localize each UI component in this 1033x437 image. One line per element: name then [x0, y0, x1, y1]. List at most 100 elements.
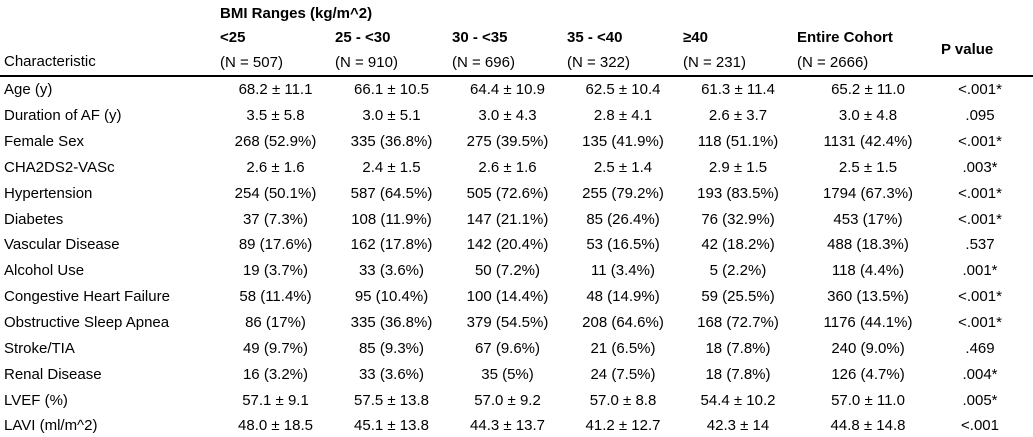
value-cell: 45.1 ± 13.8 — [354, 417, 429, 435]
characteristic-cell: Congestive Heart Failure — [4, 288, 170, 306]
value-cell: 50 (7.2%) — [474, 262, 541, 280]
column-header-label: 25 - <30 — [335, 29, 391, 46]
table-row: Renal Disease 16 (3.2%) 33 (3.6%) 35 (5%) 24… — [0, 361, 1033, 387]
value-cell: 5 (2.2%) — [709, 262, 767, 280]
characteristic-cell: Duration of AF (y) — [4, 107, 122, 125]
value-cell: 3.0 ± 4.8 — [838, 107, 898, 125]
value-cell: 11 (3.4%) — [591, 262, 655, 280]
value-cell: 100 (14.4%) — [466, 288, 549, 306]
table-row: Age (y) 68.2 ± 11.1 66.1 ± 10.5 64.4 ± 10.9… — [0, 76, 1033, 103]
characteristic-cell: Hypertension — [4, 184, 93, 202]
empty-header-cell — [0, 26, 218, 49]
value-cell: 42 (18.2%) — [701, 236, 775, 254]
column-header-sample-size: (N = 910) — [333, 49, 450, 77]
value-cell: 85 (9.3%) — [358, 339, 425, 357]
value-cell: 49 (9.7%) — [242, 339, 309, 357]
characteristic-cell: Age (y) — [4, 81, 53, 99]
characteristic-cell: Vascular Disease — [4, 236, 120, 254]
empty-header-cell — [0, 0, 218, 26]
value-cell: 18 (7.8%) — [705, 365, 771, 383]
value-cell: 18 (7.8%) — [705, 339, 771, 357]
value-cell: 57.0 ± 11.0 — [831, 391, 905, 409]
value-cell: 68.2 ± 11.1 — [238, 81, 313, 99]
value-cell: 193 (83.5%) — [697, 184, 779, 202]
value-cell: 2.6 ± 1.6 — [246, 158, 305, 176]
value-cell: 335 (36.8%) — [350, 133, 433, 151]
value-cell: 168 (72.7%) — [697, 314, 779, 332]
table-body: Age (y) 68.2 ± 11.1 66.1 ± 10.5 64.4 ± 10.9… — [0, 76, 1033, 437]
value-cell: 2.9 ± 1.5 — [708, 158, 768, 176]
value-cell: 48 (14.9%) — [586, 288, 660, 306]
value-cell: 57.0 ± 9.2 — [474, 391, 541, 409]
value-cell: 108 (11.9%) — [351, 210, 432, 228]
value-cell: 360 (13.5%) — [827, 288, 909, 306]
value-cell: 66.1 ± 10.5 — [354, 81, 429, 99]
value-cell: 1794 (67.3%) — [822, 184, 914, 202]
value-cell: 118 (4.4%) — [831, 262, 905, 280]
value-cell: 57.0 ± 8.8 — [589, 391, 657, 409]
value-cell: 254 (50.1%) — [234, 184, 317, 202]
column-header-sample-size: (N = 231) — [681, 49, 795, 77]
characteristic-cell: LVEF (%) — [4, 391, 68, 409]
value-cell: 76 (32.9%) — [701, 210, 775, 228]
table-row: LAVI (ml/m^2) 48.0 ± 18.5 45.1 ± 13.8 44.3 … — [0, 413, 1033, 437]
value-cell: 24 (7.5%) — [590, 365, 656, 383]
characteristic-cell: Renal Disease — [4, 365, 102, 383]
p-value-cell: <.001* — [958, 184, 1002, 202]
characteristic-cell: Diabetes — [4, 210, 64, 228]
value-cell: 85 (26.4%) — [586, 210, 660, 228]
value-cell: 61.3 ± 11.4 — [701, 81, 775, 99]
value-cell: 89 (17.6%) — [238, 236, 313, 254]
value-cell: 35 (5%) — [481, 365, 534, 383]
table-row: Vascular Disease 89 (17.6%) 162 (17.8%) 142… — [0, 232, 1033, 258]
characteristic-cell: Female Sex — [4, 133, 85, 151]
value-cell: 58 (11.4%) — [239, 288, 312, 306]
bmi-ranges-group-header: BMI Ranges (kg/m^2) — [220, 4, 373, 22]
value-cell: 2.4 ± 1.5 — [362, 158, 421, 176]
value-cell: 379 (54.5%) — [466, 314, 549, 332]
value-cell: 3.0 ± 4.3 — [478, 107, 537, 125]
value-cell: 255 (79.2%) — [582, 184, 664, 202]
characteristic-cell: Stroke/TIA — [4, 339, 75, 357]
characteristic-cell: CHA2DS2-VASc — [4, 158, 115, 176]
value-cell: 64.4 ± 10.9 — [470, 81, 545, 99]
characteristic-cell: Obstructive Sleep Apnea — [4, 314, 170, 332]
value-cell: 21 (6.5%) — [590, 339, 656, 357]
value-cell: 135 (41.9%) — [582, 133, 664, 151]
value-cell: 335 (36.8%) — [350, 314, 433, 332]
p-value-cell: <.001* — [958, 133, 1002, 151]
value-cell: 54.4 ± 10.2 — [700, 391, 776, 409]
table-row: Stroke/TIA 49 (9.7%) 85 (9.3%) 67 (9.6%) 21 … — [0, 335, 1033, 361]
value-cell: 2.8 ± 4.1 — [593, 107, 653, 125]
value-cell: 208 (64.6%) — [582, 314, 664, 332]
column-header-sample-size: (N = 507) — [218, 49, 333, 77]
value-cell: 95 (10.4%) — [354, 288, 429, 306]
p-value-cell: .001* — [962, 262, 998, 280]
column-header-sample-size: (N = 322) — [565, 49, 681, 77]
value-cell: 44.8 ± 14.8 — [830, 417, 906, 435]
table-row: Female Sex 268 (52.9%) 335 (36.8%) 275 (39.… — [0, 129, 1033, 155]
value-cell: 142 (20.4%) — [466, 236, 549, 254]
p-value-cell: .469 — [965, 339, 995, 357]
p-value-cell: .095 — [965, 107, 995, 125]
p-value-header: P value — [941, 26, 1033, 77]
table-row: Hypertension 254 (50.1%) 587 (64.5%) 505 (7… — [0, 180, 1033, 206]
value-cell: 16 (3.2%) — [242, 365, 309, 383]
value-cell: 2.6 ± 1.6 — [478, 158, 537, 176]
value-cell: 48.0 ± 18.5 — [238, 417, 313, 435]
value-cell: 57.5 ± 13.8 — [354, 391, 429, 409]
p-value-cell: <.001 — [961, 417, 999, 435]
sample-size-row: Characteristic (N = 507) (N = 910) (N = 69… — [0, 49, 1033, 77]
p-value-cell: <.001* — [958, 314, 1002, 332]
value-cell: 33 (3.6%) — [358, 262, 425, 280]
group-header-row: BMI Ranges (kg/m^2) — [0, 0, 1033, 26]
column-header-sample-size: (N = 696) — [450, 49, 565, 77]
value-cell: 453 (17%) — [833, 210, 903, 228]
p-value-cell: .003* — [962, 158, 998, 176]
p-value-cell: <.001* — [958, 210, 1002, 228]
value-cell: 1176 (44.1%) — [823, 314, 913, 332]
value-cell: 118 (51.1%) — [697, 133, 779, 151]
value-cell: 2.5 ± 1.5 — [838, 158, 898, 176]
column-header-label: 30 - <35 — [452, 29, 508, 46]
